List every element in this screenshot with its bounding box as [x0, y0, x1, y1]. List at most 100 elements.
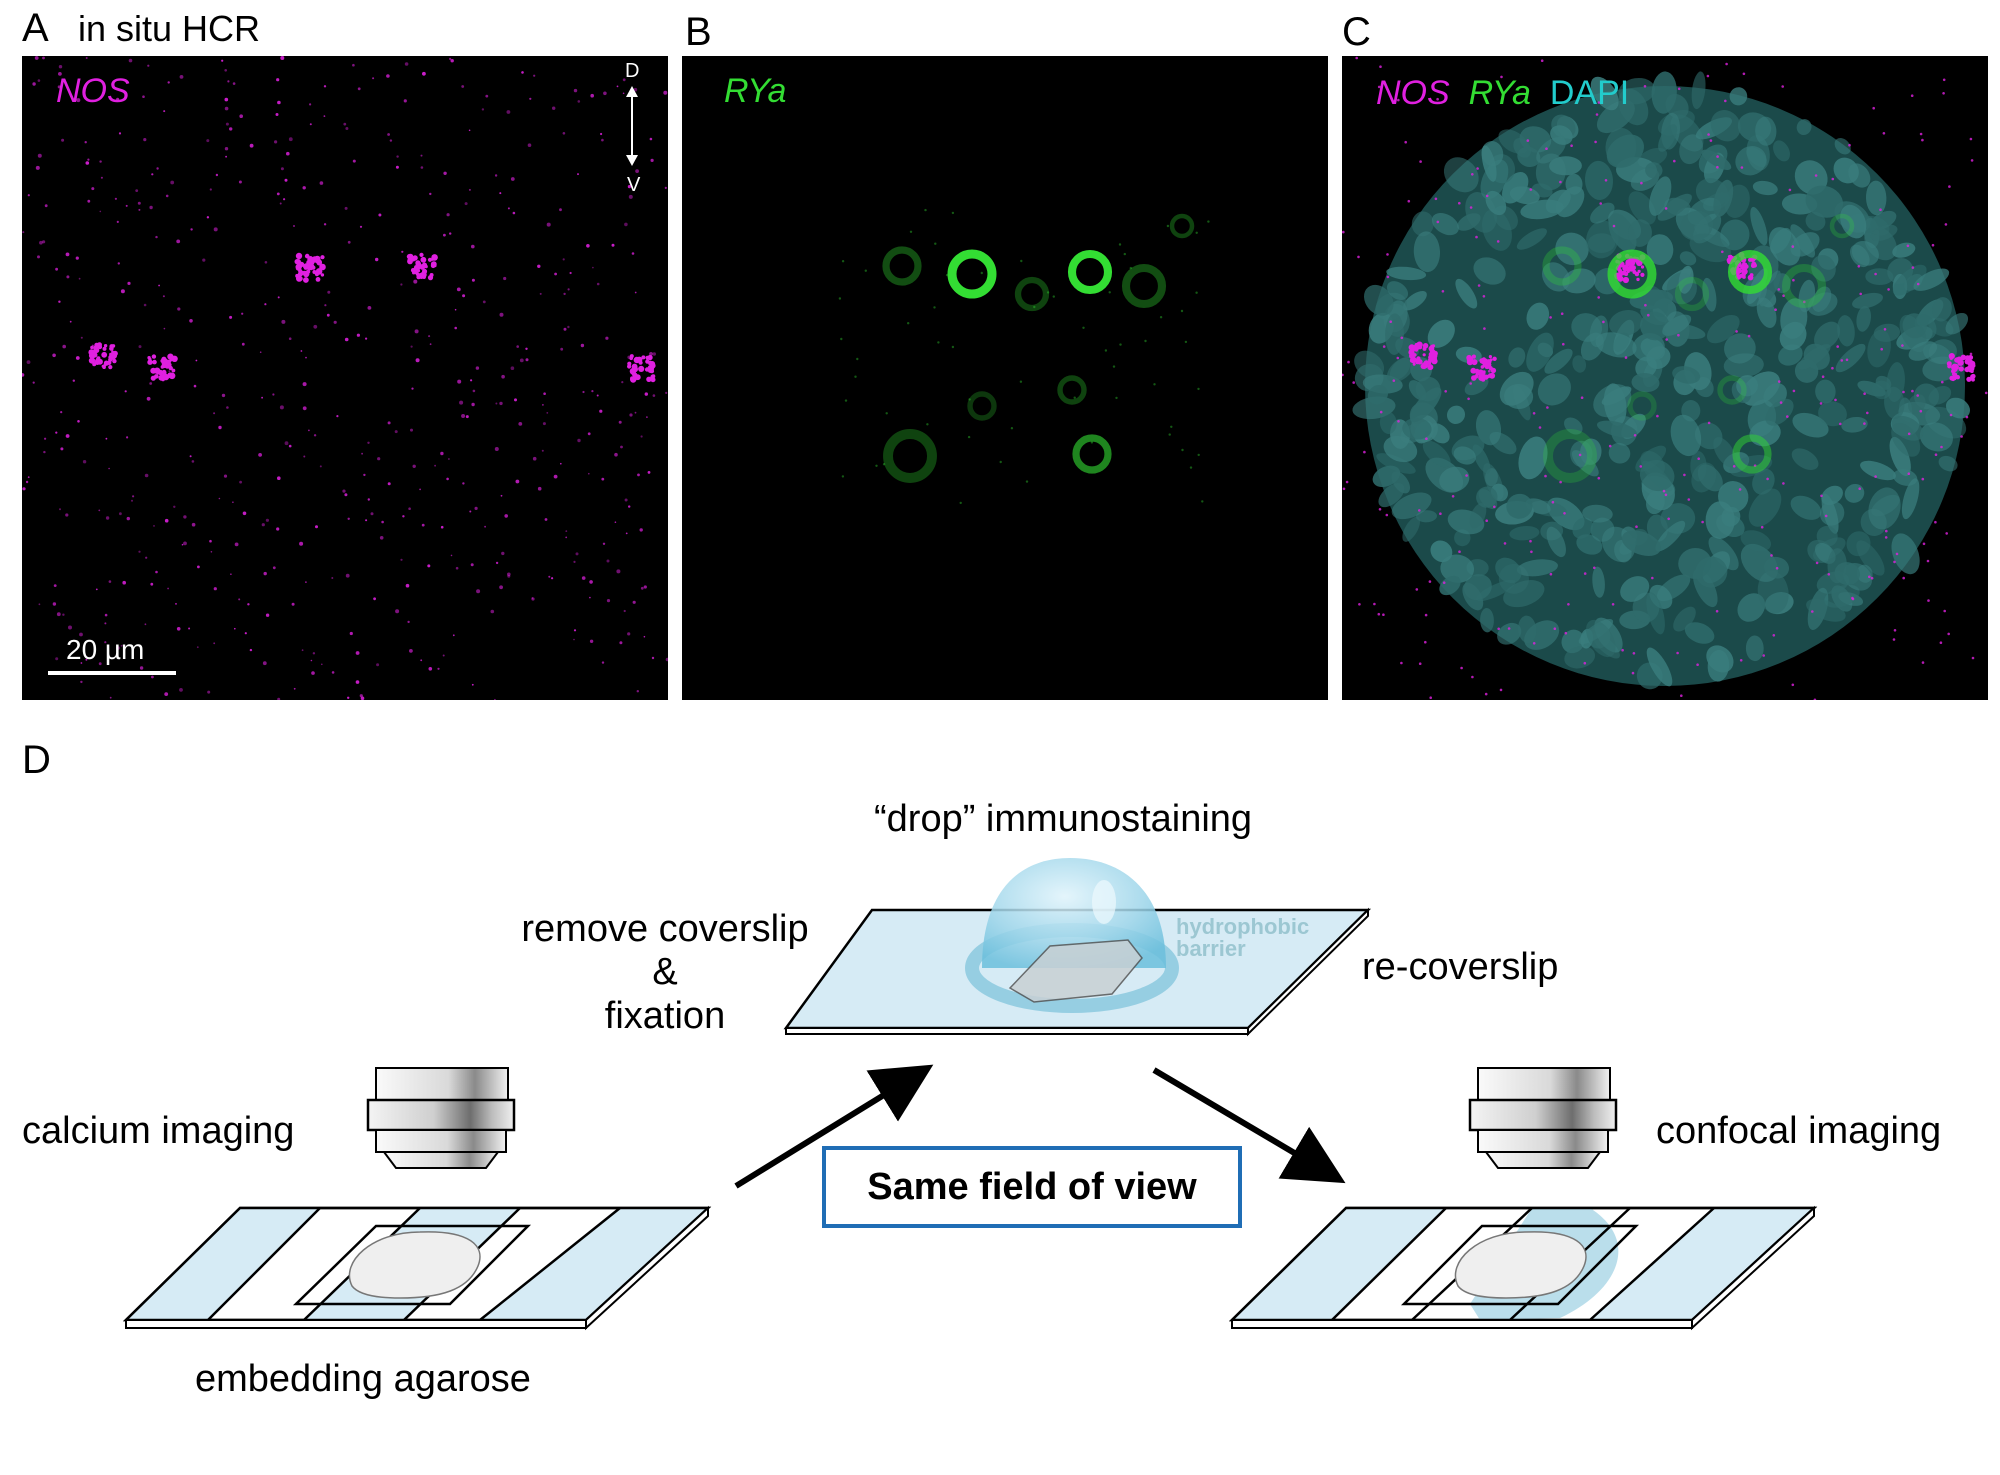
nos-punctum — [1859, 292, 1862, 296]
nos-punctum — [484, 525, 486, 528]
nos-punctum — [373, 597, 376, 601]
nos-punctum — [1945, 532, 1948, 535]
fixation-line: fixation — [604, 994, 726, 1037]
dapi-nucleus — [1586, 619, 1616, 658]
nos-punctum — [276, 527, 280, 531]
dapi-nucleus — [1759, 270, 1781, 307]
nos-punctum — [98, 509, 101, 512]
nos-punctum — [1960, 435, 1963, 438]
nos-punctum — [1782, 294, 1785, 297]
dapi-nucleus — [1892, 242, 1916, 258]
nos-cluster-dot — [1640, 272, 1645, 277]
nos-punctum — [35, 165, 40, 170]
dapi-nucleus — [1791, 448, 1819, 471]
objective-right-icon — [1468, 1067, 1618, 1169]
dapi-nucleus — [1595, 332, 1637, 358]
rya-label: RYa — [724, 72, 787, 110]
nos-punctum — [1927, 599, 1930, 602]
nos-punctum — [37, 153, 42, 158]
nos-punctum — [640, 435, 643, 438]
nos-punctum — [1940, 445, 1943, 449]
rya-punctum — [1104, 349, 1108, 352]
nos-punctum — [263, 571, 267, 576]
dapi-nucleus — [1516, 559, 1558, 577]
nos-punctum — [55, 431, 58, 434]
nos-punctum — [1677, 87, 1681, 91]
nos-punctum — [643, 635, 646, 638]
nos-cluster-dot — [1741, 272, 1746, 278]
nos-punctum — [1815, 561, 1819, 565]
nos-punctum — [277, 476, 281, 481]
nos-punctum — [55, 267, 58, 271]
nos-punctum — [241, 342, 245, 346]
nos-punctum — [631, 252, 635, 255]
nos-punctum — [1716, 155, 1719, 158]
rya-punctum — [1168, 433, 1171, 436]
nos-punctum — [1418, 509, 1421, 512]
nos-punctum — [1880, 347, 1883, 351]
nos-punctum — [98, 662, 102, 666]
nos-cluster-dot — [630, 376, 634, 381]
objective-left-icon — [366, 1067, 516, 1169]
nos-punctum — [120, 289, 125, 294]
nos-punctum — [1680, 694, 1683, 697]
nos-punctum — [1635, 525, 1638, 528]
nos-cluster-dot — [1966, 376, 1972, 382]
nos-punctum — [1580, 396, 1584, 400]
dapi-nucleus — [1752, 468, 1775, 495]
nos-punctum — [209, 188, 212, 191]
nos-punctum — [238, 598, 241, 601]
nos-cluster-dot — [420, 256, 427, 263]
panel-a-title: in situ HCR — [78, 8, 261, 49]
nos-punctum — [1786, 415, 1789, 418]
nos-punctum — [614, 521, 617, 523]
nos-punctum — [258, 453, 262, 457]
nos-cluster-dot — [1490, 367, 1497, 374]
nos-punctum — [471, 683, 474, 686]
nos-punctum — [277, 296, 280, 299]
nos-punctum — [108, 580, 112, 583]
ampersand-line: & — [652, 951, 678, 994]
nos-punctum — [319, 465, 322, 468]
nos-punctum — [1499, 688, 1503, 692]
nos-punctum — [651, 656, 655, 660]
nos-punctum — [531, 597, 534, 599]
nos-punctum — [82, 460, 87, 464]
nos-punctum — [313, 434, 317, 437]
dapi-nucleus — [1440, 554, 1475, 583]
hydrophobic-line: hydrophobic — [1176, 914, 1310, 939]
rya-punctum — [1181, 448, 1184, 452]
nos-punctum — [155, 570, 158, 574]
nos-punctum — [485, 94, 489, 98]
nos-punctum — [601, 661, 605, 664]
nos-punctum — [407, 620, 410, 624]
nos-punctum — [514, 398, 517, 402]
dapi-nucleus — [1707, 649, 1730, 682]
nos-punctum — [75, 356, 80, 360]
dapi-nucleus — [1919, 422, 1953, 452]
nos-punctum — [586, 244, 590, 248]
nos-punctum — [573, 88, 578, 93]
nos-punctum — [1602, 320, 1605, 324]
dapi-nucleus — [1596, 420, 1638, 438]
nos-punctum — [280, 167, 284, 171]
dapi-nucleus — [1770, 227, 1792, 254]
nos-punctum — [405, 583, 410, 588]
nos-punctum — [1386, 253, 1389, 256]
merge-legend-rya: RYa — [1468, 74, 1531, 112]
dapi-nucleus — [1806, 598, 1846, 622]
dapi-nucleus — [1386, 266, 1427, 281]
nos-punctum — [1911, 389, 1914, 393]
nos-punctum — [1916, 282, 1920, 286]
nos-punctum — [1984, 391, 1988, 395]
nos-punctum — [1866, 411, 1869, 415]
nos-cluster-dot — [1968, 355, 1974, 360]
rya-punctum — [1184, 340, 1188, 344]
nos-punctum — [650, 158, 654, 162]
nos-cluster-dot — [295, 273, 300, 278]
nos-punctum — [120, 644, 123, 647]
nos-punctum — [58, 65, 63, 69]
dapi-nucleus — [1805, 185, 1844, 218]
nos-punctum — [163, 327, 166, 330]
